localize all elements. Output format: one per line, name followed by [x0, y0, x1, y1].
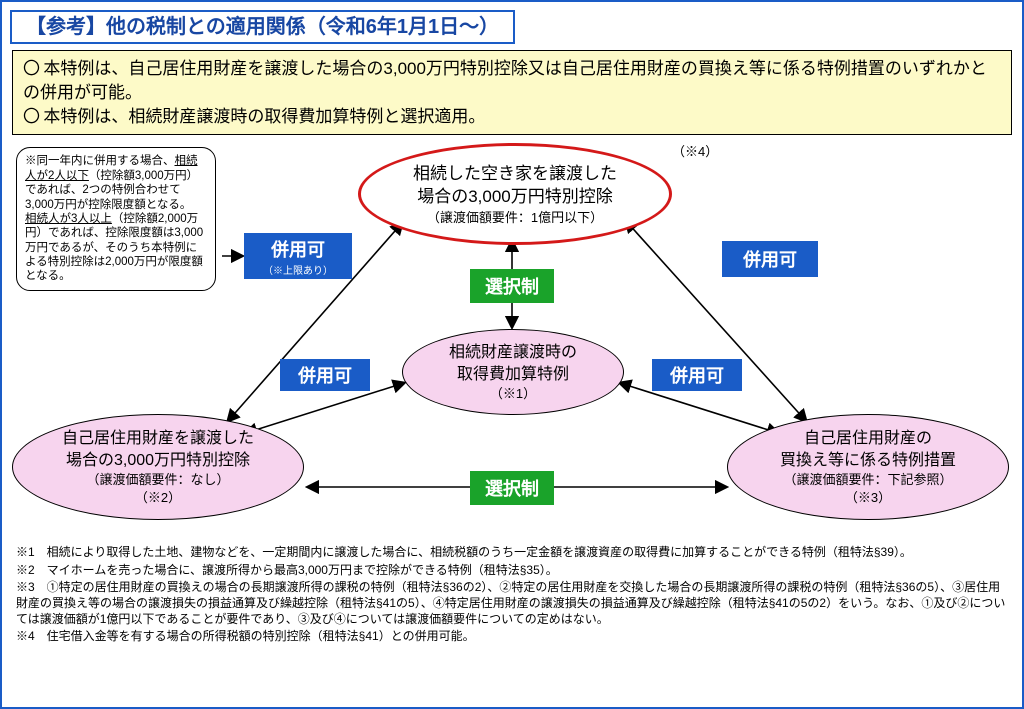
node-right-line1: 自己居住用財産の [804, 428, 932, 450]
node-top-req: （譲渡価額要件：1億円以下） [427, 209, 603, 227]
node-left-line1: 自己居住用財産を譲渡した [62, 428, 254, 450]
footnotes: ※1 相続により取得した土地、建物などを、一定期間内に譲渡した場合に、相続税額の… [2, 541, 1022, 651]
node-middle-req: （※1） [490, 385, 536, 403]
node-middle-line2: 取得費加算特例 [457, 364, 569, 386]
footnote-line: ※3 ①特定の居住用財産の買換えの場合の長期譲渡所得の課税の特例（租特法§36の… [16, 579, 1008, 628]
summary-box: 〇本特例は、自己居住用財産を譲渡した場合の3,000万円特別控除又は自己居住用財… [12, 50, 1012, 135]
callout-note: ※同一年内に併用する場合、相続人が2人以下（控除額3,000万円）であれば、2つ… [16, 147, 216, 290]
node-right-line2: 買換え等に係る特例措置 [780, 450, 956, 472]
footnote-line: ※4 住宅借入金等を有する場合の所得税額の特別控除（租特法§41）との併用可能。 [16, 628, 1008, 644]
node-left: 自己居住用財産を譲渡した 場合の3,000万円特別控除 （譲渡価額要件：なし） … [12, 414, 304, 520]
node-top-line2: 場合の3,000万円特別控除 [417, 186, 613, 209]
outer-frame: 【参考】他の税制との適用関係（令和6年1月1日～） 〇本特例は、自己居住用財産を… [0, 0, 1024, 709]
badge-b3: 選択制 [470, 269, 554, 303]
page-title: 【参考】他の税制との適用関係（令和6年1月1日～） [10, 10, 515, 44]
node-top-line1: 相続した空き家を譲渡した [413, 163, 617, 186]
node-right-req: （譲渡価額要件：下記参照） [783, 471, 952, 489]
footnote-line: ※1 相続により取得した土地、建物などを、一定期間内に譲渡した場合に、相続税額の… [16, 544, 1008, 560]
node-left-line2: 場合の3,000万円特別控除 [66, 450, 250, 472]
node-middle-line1: 相続財産譲渡時の [449, 342, 577, 364]
node-top-ref: （※4） [672, 141, 718, 160]
node-right-ref: （※3） [845, 489, 891, 507]
badge-b5: 併用可 [652, 359, 742, 391]
node-left-ref: （※2） [135, 489, 181, 507]
footnote-line: ※2 マイホームを売った場合に、譲渡所得から最高3,000万円まで控除ができる特… [16, 562, 1008, 578]
badge-b2: 併用可 [722, 241, 818, 277]
summary-line-2: 〇本特例は、相続財産譲渡時の取得費加算特例と選択適用。 [23, 105, 1001, 129]
summary-line-1: 〇本特例は、自己居住用財産を譲渡した場合の3,000万円特別控除又は自己居住用財… [23, 57, 1001, 105]
badge-b1: 併用可（※上限あり） [244, 233, 352, 279]
node-right: 自己居住用財産の 買換え等に係る特例措置 （譲渡価額要件：下記参照） （※3） [727, 414, 1009, 520]
badge-b6: 選択制 [470, 471, 554, 505]
node-top: 相続した空き家を譲渡した 場合の3,000万円特別控除 （譲渡価額要件：1億円以… [358, 143, 672, 245]
node-left-req: （譲渡価額要件：なし） [86, 471, 229, 489]
diagram-area: ※同一年内に併用する場合、相続人が2人以下（控除額3,000万円）であれば、2つ… [12, 141, 1012, 541]
node-middle: 相続財産譲渡時の 取得費加算特例 （※1） [402, 329, 624, 415]
badge-b4: 併用可 [280, 359, 370, 391]
